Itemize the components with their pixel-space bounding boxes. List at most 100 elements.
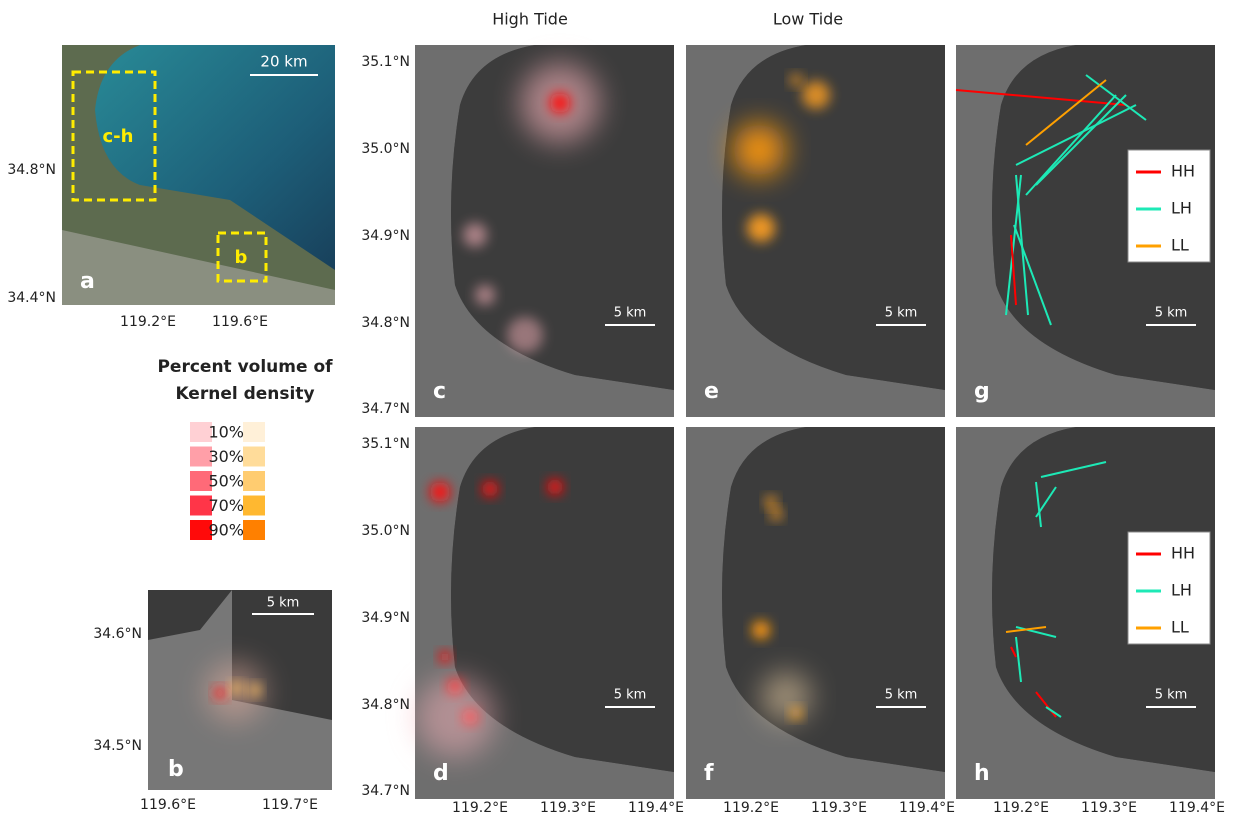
track [955,89,1127,106]
track [1013,224,1052,326]
swatch [190,471,212,491]
track [1015,104,1137,166]
lon-tick: 119.2°E [723,800,779,816]
density-blob [547,479,563,495]
panel-label: d [433,761,449,786]
legend-box [1127,531,1211,645]
swatch [190,422,212,442]
legend-label: LH [1171,581,1192,600]
panel-label: e [704,379,719,404]
density-blob [463,223,487,247]
swatch [243,471,265,491]
density-blob [439,651,451,663]
panel-label: b [168,757,184,782]
box-label: c-h [103,126,134,147]
track [1035,486,1057,518]
lat-tick: 35.1°N [361,436,410,452]
box-label: b [235,247,248,268]
track [1045,706,1062,718]
legend-label: 10% [208,423,244,442]
lat-tick: 34.5°N [93,738,142,754]
density-blob [752,621,770,639]
swatch [243,446,265,467]
legend-title: Percent volume of [157,357,333,377]
track [1015,636,1022,683]
lat-tick: 34.8°N [361,315,410,331]
track [1035,481,1042,528]
lat-tick: 35.0°N [361,523,410,539]
density-blob [770,508,782,520]
map-panel: 5 km f [686,427,945,799]
panel-label: h [974,761,990,786]
panels: 5 km c 5 km e HH LH LL 5 km g 5 km d 5 km f HH LH LL 5 k… [415,45,1215,799]
overview-map: c-h b 20 km a [62,45,335,305]
swatch [190,520,212,540]
track [1005,626,1047,633]
legend-label: LH [1171,199,1192,218]
density-blob [733,124,785,176]
lon-tick: 119.2°E [993,800,1049,816]
swatch [243,422,265,442]
inset-map: 5 km b [148,590,332,790]
lat-tick: 34.9°N [361,610,410,626]
legend-box [1127,149,1211,263]
density-blob [482,481,498,497]
panel-label: g [974,379,990,404]
lat-tick: 34.7°N [361,401,410,417]
legend-label: LL [1171,236,1189,255]
kernel-legend: 10% 30% 50% 70% 90% [190,422,265,540]
land [415,45,674,417]
track [1010,646,1017,658]
scale-label: 5 km [614,306,647,321]
scale-label: 20 km [260,53,307,71]
panel-label: a [80,269,95,294]
scale-label: 5 km [1155,306,1188,321]
line-legend: HH LH LL [1127,149,1211,263]
density-blob [765,496,777,508]
track [1035,691,1057,718]
track [1085,74,1147,121]
swatch [243,495,265,516]
map-panel: 5 km e [686,45,945,417]
legend-label: 50% [208,472,244,491]
land [686,45,945,417]
lat-tick: 34.9°N [361,228,410,244]
lon-tick: 119.6°E [140,797,196,813]
lon-tick: 119.6°E [212,314,268,330]
track [1035,94,1127,186]
lon-tick: 119.4°E [899,800,955,816]
lon-tick: 119.4°E [628,800,684,816]
scale-label: 5 km [885,688,918,703]
lon-tick: 119.3°E [540,800,596,816]
swatch [190,495,212,516]
lon-tick: 119.2°E [452,800,508,816]
legend-label: 30% [208,447,244,466]
lat-tick: 34.8°N [361,697,410,713]
scale-label: 5 km [267,596,300,611]
density-blob [430,482,450,502]
lon-tick: 119.3°E [1081,800,1137,816]
sea [451,427,674,772]
scale-label: 5 km [1155,688,1188,703]
panel-label: c [433,379,446,404]
map-panel: HH LH LL 5 km g [955,45,1215,417]
swatch [190,446,212,467]
density-blob [761,672,811,722]
legend-label: 90% [208,521,244,540]
land [686,427,945,799]
swatch [243,520,265,540]
track [1025,79,1107,146]
line-legend: HH LH LL [1127,531,1211,645]
map-panel: 5 km c [415,45,674,417]
density-blob [507,317,543,353]
column-title: Low Tide [773,10,843,29]
density-blob [802,81,830,109]
track [1015,626,1057,638]
lat-tick: 35.1°N [361,54,410,70]
map-panel: HH LH LL 5 km h [956,427,1215,799]
lon-tick: 119.4°E [1169,800,1225,816]
density-blob [790,74,802,86]
lon-tick: 119.3°E [811,800,867,816]
scale-label: 5 km [885,306,918,321]
sea [992,45,1215,390]
